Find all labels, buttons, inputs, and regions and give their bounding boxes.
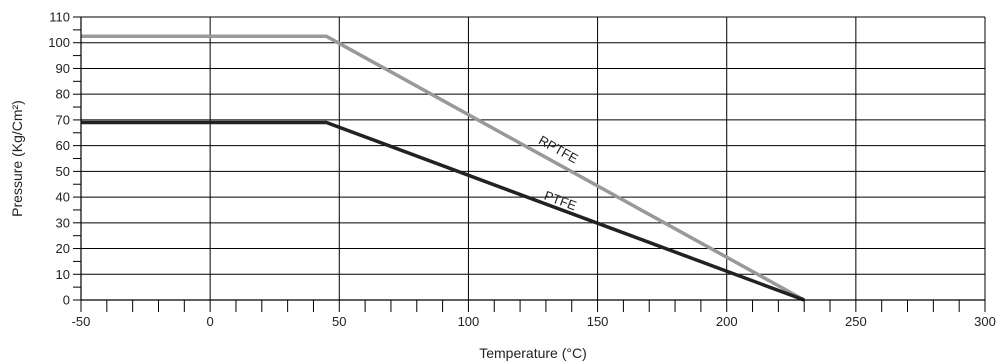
x-tick-label: 50 — [332, 314, 346, 329]
y-tick-label: 40 — [56, 190, 70, 205]
series-lines — [81, 34, 806, 302]
x-tick-label: 200 — [716, 314, 738, 329]
series-line-ptfe — [81, 120, 805, 302]
x-tick-label: 100 — [458, 314, 480, 329]
x-tick-label: -50 — [72, 314, 91, 329]
series-line-rptfe — [81, 34, 806, 302]
y-tick-label: 20 — [56, 241, 70, 256]
y-tick-label: 90 — [56, 61, 70, 76]
grid — [80, 16, 986, 312]
x-tick-label: 300 — [974, 314, 996, 329]
y-tick-label: 60 — [56, 138, 70, 153]
axes — [73, 16, 985, 312]
y-tick-label: 0 — [63, 293, 70, 308]
x-axis-title: Temperature (°C) — [479, 345, 587, 361]
y-tick-label: 80 — [56, 87, 70, 102]
x-tick-label: 0 — [207, 314, 214, 329]
y-tick-label: 50 — [56, 164, 70, 179]
y-tick-label: 10 — [56, 267, 70, 282]
y-tick-label: 100 — [48, 35, 70, 50]
y-axis-title: Pressure (Kg/Cm²) — [9, 100, 25, 217]
y-tick-label: 110 — [49, 10, 70, 25]
x-tick-label: 150 — [587, 314, 609, 329]
series-label-rptfe: RPTFE — [536, 133, 581, 167]
y-tick-label: 70 — [56, 112, 70, 127]
y-tick-label: 30 — [56, 215, 70, 230]
x-tick-label: 250 — [845, 314, 867, 329]
